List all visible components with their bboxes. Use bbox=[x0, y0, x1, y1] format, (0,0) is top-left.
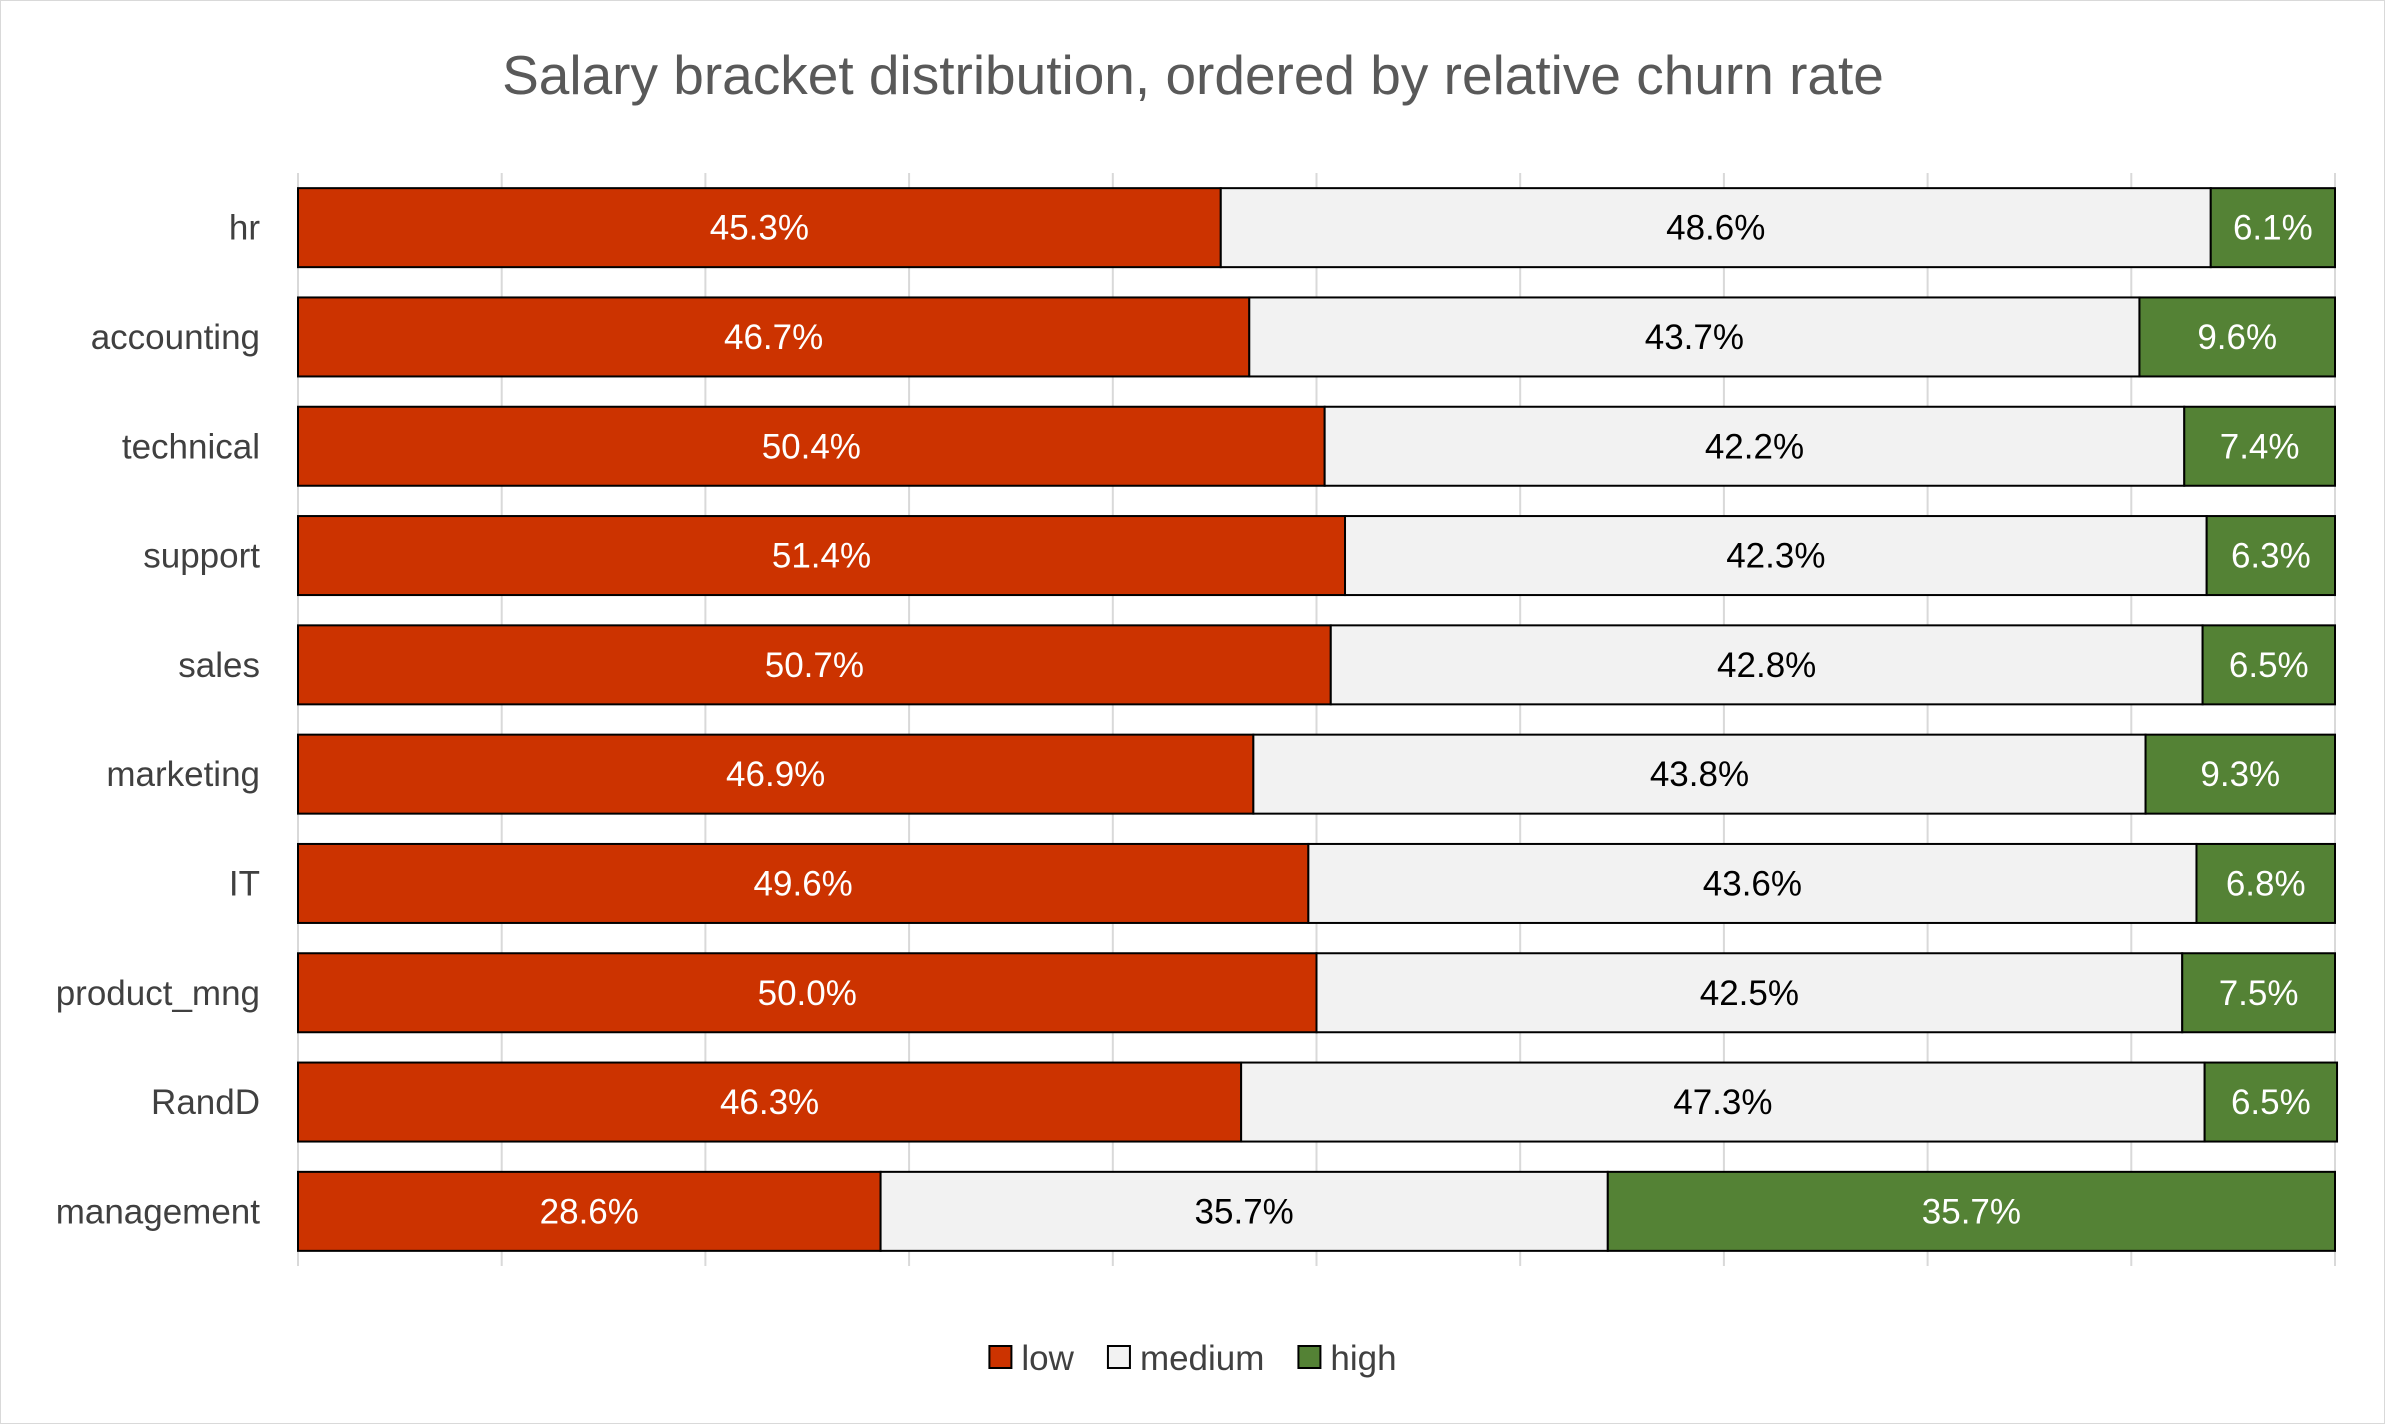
bar-segment-medium-hr bbox=[1219, 187, 2212, 269]
category-label-technical: technical bbox=[122, 427, 260, 466]
data-label-low-management: 28.6% bbox=[540, 1192, 639, 1231]
bar-segment-high-support bbox=[2205, 515, 2336, 597]
data-label-high-sales: 6.5% bbox=[2229, 646, 2309, 685]
data-label-high-IT: 6.8% bbox=[2226, 864, 2306, 903]
category-label-marketing: marketing bbox=[106, 755, 260, 794]
bar-segment-medium-sales bbox=[1329, 624, 2204, 706]
legend-label-high: high bbox=[1330, 1339, 1396, 1378]
data-label-medium-marketing: 43.8% bbox=[1650, 755, 1749, 794]
chart-title: Salary bracket distribution, ordered by … bbox=[502, 44, 1884, 106]
bar-segment-high-marketing bbox=[2144, 733, 2337, 815]
bar-segment-high-IT bbox=[2195, 842, 2336, 924]
bar-segment-low-product_mng bbox=[297, 952, 1318, 1034]
bar-segment-medium-management bbox=[879, 1170, 1609, 1252]
data-label-medium-sales: 42.8% bbox=[1717, 646, 1816, 685]
bar-segment-medium-support bbox=[1344, 515, 2208, 597]
bar-segment-high-product_mng bbox=[2181, 952, 2337, 1034]
bar-segment-high-technical bbox=[2183, 405, 2336, 487]
category-axis-labels: hr accounting technical support sales marketi… bbox=[56, 209, 261, 1232]
legend-swatch-low bbox=[988, 1345, 1013, 1369]
category-label-IT: IT bbox=[229, 864, 260, 903]
bar-segment-low-support bbox=[297, 515, 1347, 597]
bar-segment-high-RandD bbox=[2203, 1061, 2339, 1143]
data-label-high-support: 6.3% bbox=[2231, 537, 2311, 576]
data-label-medium-RandD: 47.3% bbox=[1673, 1083, 1772, 1122]
data-label-medium-technical: 42.2% bbox=[1705, 427, 1804, 466]
category-label-hr: hr bbox=[229, 209, 260, 248]
bar-segment-high-management bbox=[1606, 1170, 2336, 1252]
legend-swatch-high bbox=[1297, 1345, 1322, 1369]
bar-segment-low-hr bbox=[297, 187, 1222, 269]
data-label-low-sales: 50.7% bbox=[765, 646, 864, 685]
legend-label-low: low bbox=[1021, 1339, 1074, 1378]
data-label-high-marketing: 9.3% bbox=[2200, 755, 2280, 794]
data-label-medium-accounting: 43.7% bbox=[1645, 318, 1744, 357]
data-label-low-accounting: 46.7% bbox=[724, 318, 823, 357]
bar-segment-low-IT bbox=[297, 842, 1310, 924]
bar-segment-medium-RandD bbox=[1240, 1061, 2206, 1143]
bar-segment-high-sales bbox=[2201, 624, 2336, 706]
bar-area: 45.3% 48.6% 6.1% 46.7% 43.7% 9.6% 50.4% 42.2% 7.… bbox=[297, 187, 2339, 1252]
data-label-medium-support: 42.3% bbox=[1726, 537, 1825, 576]
data-label-high-accounting: 9.6% bbox=[2197, 318, 2277, 357]
bar-segment-medium-IT bbox=[1307, 842, 2198, 924]
legend: low medium high bbox=[988, 1339, 1397, 1378]
data-label-low-marketing: 46.9% bbox=[726, 755, 825, 794]
bar-segment-low-accounting bbox=[297, 296, 1251, 378]
data-label-high-management: 35.7% bbox=[1922, 1192, 2021, 1231]
category-label-product_mng: product_mng bbox=[56, 974, 260, 1013]
data-label-low-hr: 45.3% bbox=[710, 209, 809, 248]
bar-segment-medium-accounting bbox=[1248, 296, 2141, 378]
data-label-low-technical: 50.4% bbox=[762, 427, 861, 466]
category-label-support: support bbox=[143, 537, 260, 576]
data-label-medium-product_mng: 42.5% bbox=[1700, 974, 1799, 1013]
data-label-high-hr: 6.1% bbox=[2233, 209, 2313, 248]
data-label-low-IT: 49.6% bbox=[754, 864, 853, 903]
data-label-medium-IT: 43.6% bbox=[1703, 864, 1802, 903]
bar-segment-high-accounting bbox=[2138, 296, 2336, 378]
category-label-management: management bbox=[56, 1192, 261, 1231]
legend-label-medium: medium bbox=[1140, 1339, 1264, 1378]
bar-segment-high-hr bbox=[2209, 187, 2336, 269]
data-label-high-product_mng: 7.5% bbox=[2219, 974, 2299, 1013]
category-label-accounting: accounting bbox=[91, 318, 260, 357]
bar-segment-low-sales bbox=[297, 624, 1332, 706]
bar-segment-low-RandD bbox=[297, 1061, 1243, 1143]
data-label-low-support: 51.4% bbox=[772, 537, 871, 576]
bar-segment-medium-product_mng bbox=[1315, 952, 2184, 1034]
data-label-high-RandD: 6.5% bbox=[2231, 1083, 2311, 1122]
category-label-RandD: RandD bbox=[151, 1083, 260, 1122]
data-label-high-technical: 7.4% bbox=[2220, 427, 2300, 466]
data-label-medium-hr: 48.6% bbox=[1666, 209, 1765, 248]
data-label-low-RandD: 46.3% bbox=[720, 1083, 819, 1122]
bar-segment-low-technical bbox=[297, 405, 1326, 487]
category-label-sales: sales bbox=[178, 646, 260, 685]
data-label-medium-management: 35.7% bbox=[1195, 1192, 1294, 1231]
bar-segment-low-marketing bbox=[297, 733, 1255, 815]
data-label-low-product_mng: 50.0% bbox=[758, 974, 857, 1013]
legend-swatch-medium bbox=[1106, 1345, 1131, 1369]
bar-segment-medium-marketing bbox=[1252, 733, 2147, 815]
